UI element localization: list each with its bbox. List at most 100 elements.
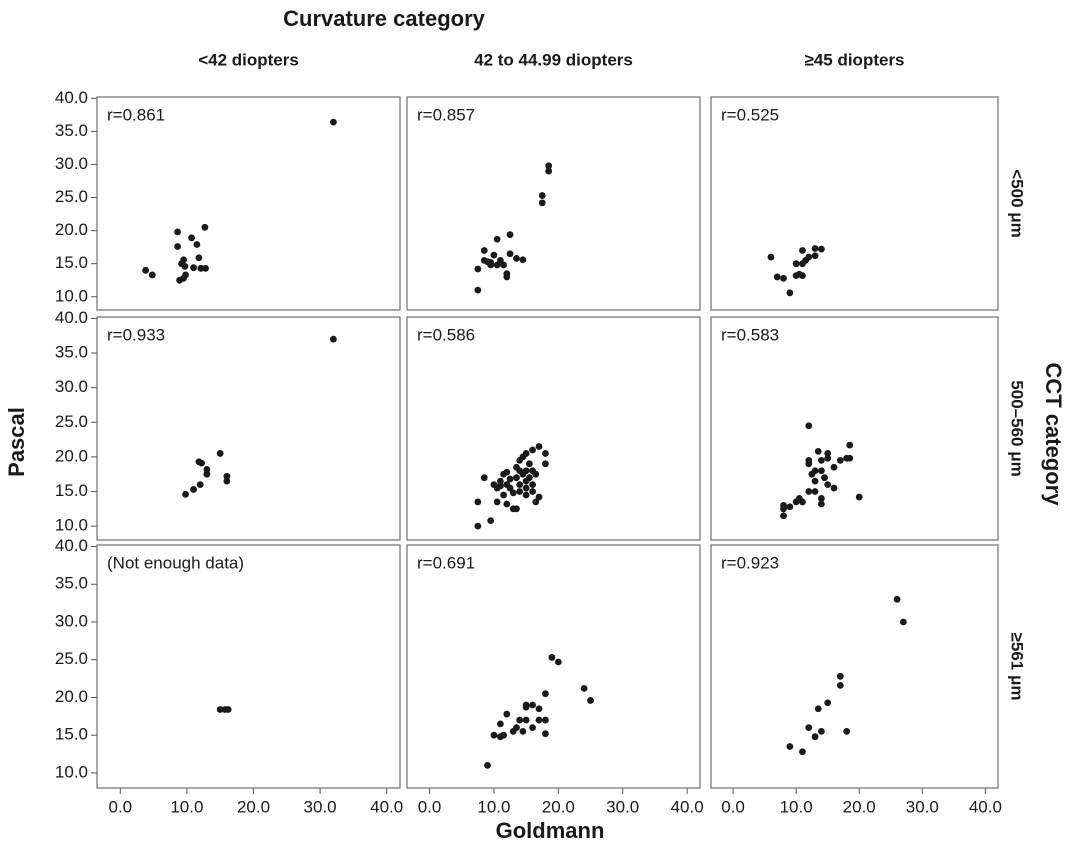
point [180,256,187,264]
point [836,456,844,464]
point [513,255,520,262]
y-tick-label: 30.0 [55,154,88,173]
row-header: ≥561 μm [1008,633,1027,701]
point [542,460,549,468]
y-tick-label: 30.0 [55,377,88,396]
point [480,474,488,482]
point [142,266,150,274]
panel-frame [710,96,999,311]
panel-frame [406,96,701,311]
point [148,271,156,279]
point [516,488,524,495]
point [202,264,209,272]
point [535,705,543,713]
x-tick-label: 0.0 [108,797,132,816]
point [500,491,507,499]
point [330,118,337,126]
point [224,706,232,713]
point [830,484,838,492]
point [817,500,825,508]
panel-frame [96,96,401,311]
x-tick-label: 10.0 [170,797,203,816]
annotation: (Not enough data) [107,553,244,572]
point [811,245,819,252]
point [506,484,514,492]
point [525,460,533,468]
point [538,192,546,199]
point [792,260,800,268]
point [330,335,337,343]
point [587,697,594,704]
point [817,728,825,735]
point [799,247,806,254]
point [182,490,189,498]
x-tick-label: 20.0 [542,797,575,816]
point [509,489,517,497]
point [522,703,530,711]
point [814,705,822,713]
point [817,495,825,502]
x-tick-label: 30.0 [906,797,939,816]
point [548,654,556,661]
point [223,477,231,485]
y-tick-label: 10.0 [55,762,88,781]
point [203,465,211,473]
y-tick-label: 20.0 [55,446,88,465]
point [843,728,851,735]
point [190,264,197,272]
point [529,488,536,495]
annotation: r=0.861 [107,105,165,124]
point [542,730,549,738]
point [180,274,187,282]
y-tick-label: 35.0 [55,574,88,593]
point [535,716,543,724]
row-header: <500 μm [1008,169,1027,238]
point [780,512,787,520]
column-header: ≥45 diopters [804,50,904,69]
point [780,274,787,282]
point [554,658,562,666]
point [538,199,546,207]
panel-frame [710,544,999,789]
point [493,235,501,243]
point [480,247,488,254]
y-tick-label: 20.0 [55,220,88,239]
point [519,256,527,264]
point [767,253,775,261]
point [474,286,482,294]
point [893,595,901,603]
panel-frame [406,544,701,789]
point [174,243,181,250]
point [817,456,825,464]
point [522,716,530,724]
point [522,467,530,475]
y-tick-label: 40.0 [55,536,88,555]
x-tick-label: 30.0 [606,797,639,816]
point [503,710,511,718]
point [545,167,553,175]
point [529,724,536,732]
x-tick-label: 0.0 [418,797,442,816]
point [500,261,507,269]
point [490,731,498,739]
point [516,716,524,724]
point [506,231,514,238]
point [817,467,825,475]
point [474,498,482,506]
point [799,272,806,280]
point [811,252,819,260]
point [196,481,204,488]
panel-frame [406,316,701,541]
point [805,488,813,495]
point [174,228,181,236]
y-tick-label: 15.0 [55,481,88,500]
point [545,162,553,170]
point [216,450,224,457]
annotation: r=0.525 [721,105,779,124]
point [824,454,832,462]
point [223,472,231,480]
y-tick-label: 25.0 [55,649,88,668]
x-tick-label: 30.0 [304,797,337,816]
point [836,672,844,680]
